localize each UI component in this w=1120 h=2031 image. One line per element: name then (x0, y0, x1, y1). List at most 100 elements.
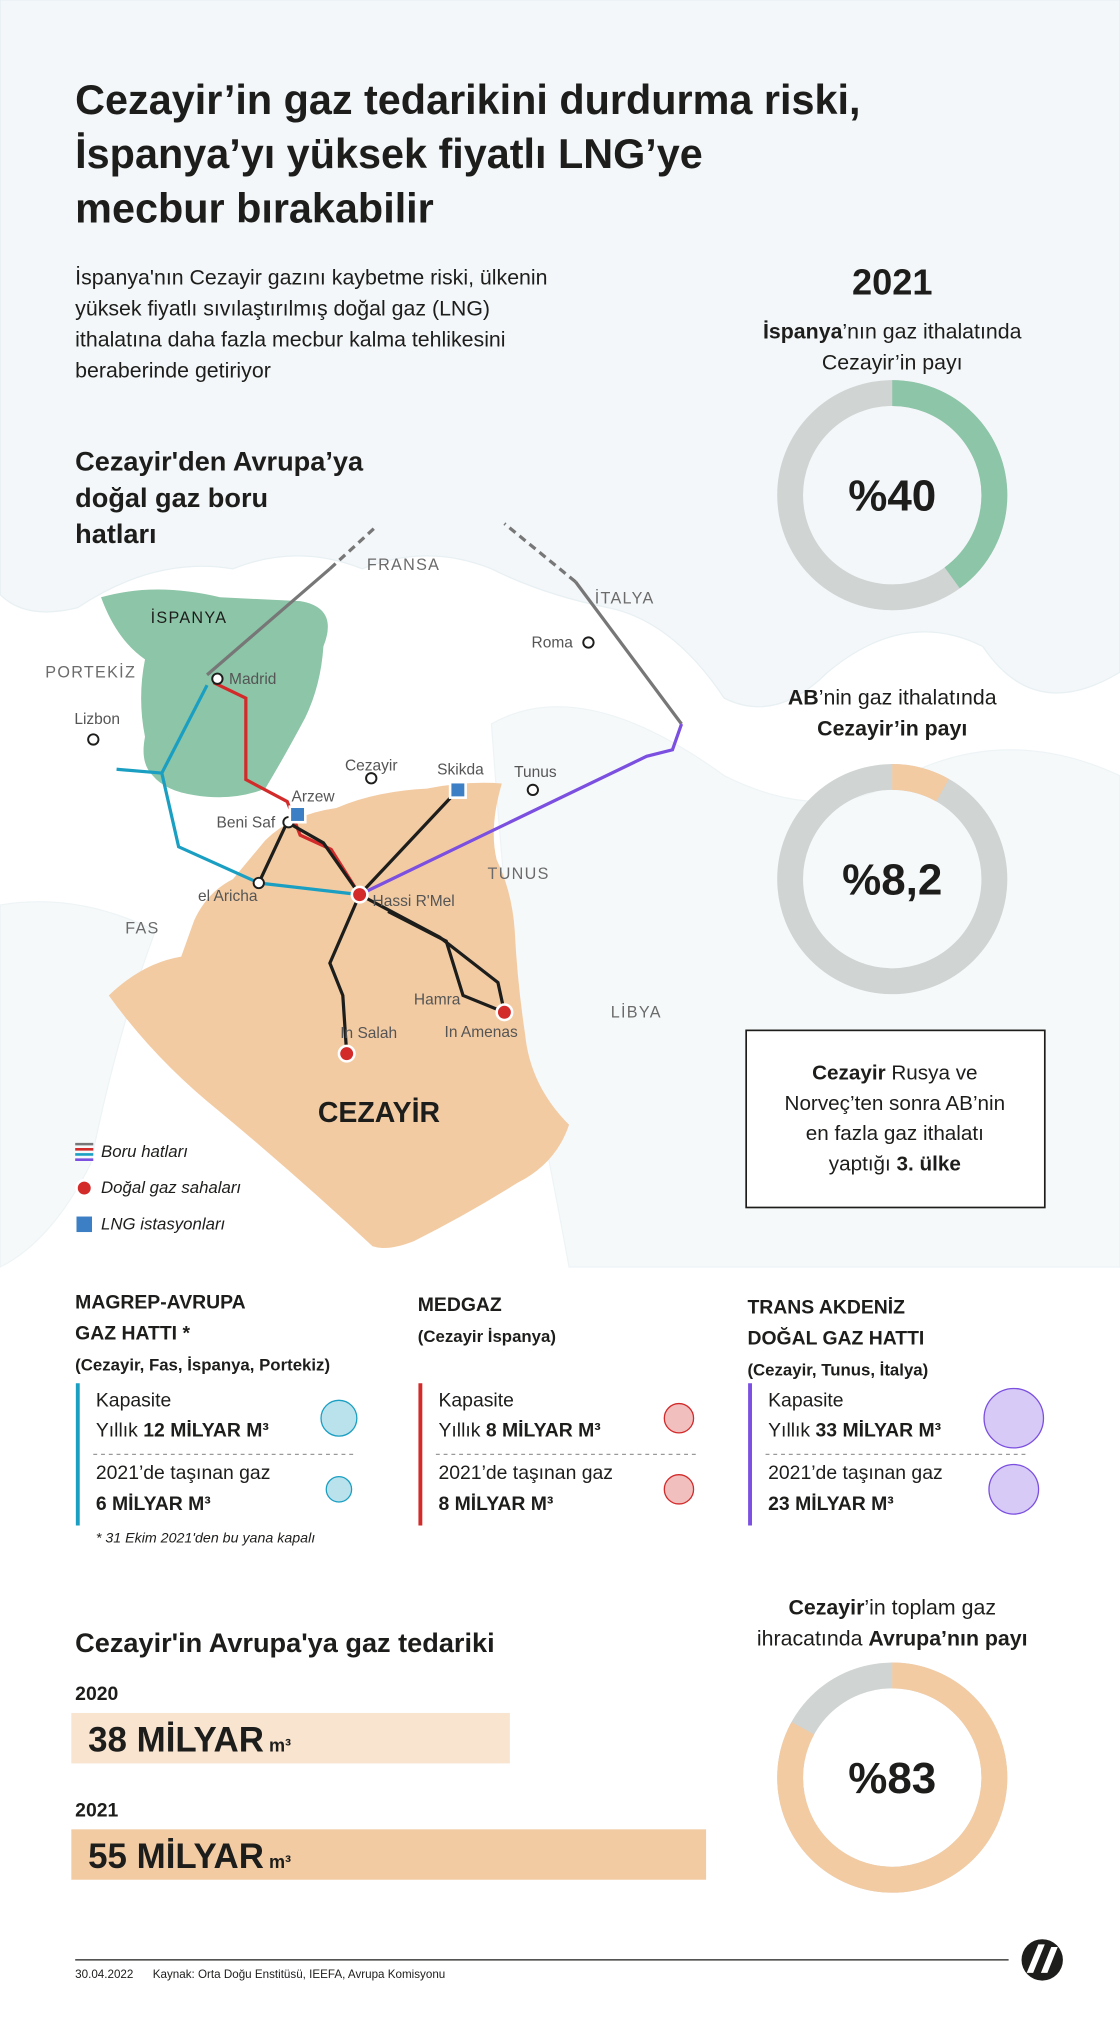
row-label: 2021’de taşınan gaz (438, 1462, 613, 1484)
text-part: İspanya (763, 320, 843, 344)
text-line: ihracatında Avrupa’nın payı (757, 1627, 1028, 1651)
map-label: In Amenas (445, 1024, 518, 1041)
pipeline-name: DOĞAL GAZ HATTI (747, 1326, 924, 1350)
value-unit: MİLYAR M³ (497, 1418, 602, 1441)
pipeline-name: MAGREP-AVRUPA (75, 1291, 245, 1313)
text-line: en fazla gaz ithalatı (806, 1122, 984, 1145)
pipeline-grey-dashed (328, 526, 377, 571)
bar-label: 55 MİLYAR m³ (88, 1837, 291, 1876)
text-line: yaptığı 3. ülke (829, 1153, 961, 1176)
map-label: Hassi R'Mel (373, 893, 455, 910)
legend: Boru hatları Doğal gaz sahaları LNG ista… (75, 1142, 241, 1233)
legend-label: Doğal gaz sahaları (101, 1178, 241, 1197)
map-label: Hamra (414, 992, 461, 1009)
text-part: ’nın gaz ithalatında (842, 320, 1021, 344)
map (87, 522, 684, 1248)
pipeline-blue (116, 684, 209, 775)
pipeline-grey (574, 580, 683, 725)
capacity-bubble (663, 1402, 695, 1434)
text-part: 3. ülke (897, 1153, 961, 1176)
donut-arc (777, 1662, 1008, 1893)
map-heading: doğal gaz boru (75, 482, 268, 513)
value-number: 33 (816, 1419, 838, 1441)
pipeline-grey-dashed (503, 522, 577, 584)
map-label: Beni Saf (217, 814, 276, 831)
subtitle-line: yüksek fiyatlı sıvılaştırılmış doğal gaz… (75, 296, 490, 320)
map-label: el Aricha (198, 888, 258, 905)
text-part: Avrupa’nın payı (868, 1627, 1027, 1651)
value-unit: MİLYAR M³ (790, 1492, 895, 1515)
text-line: İspanya’nın gaz ithalatında (763, 320, 1022, 344)
lng-stations (288, 780, 467, 824)
map-label: Cezayir (345, 758, 398, 775)
pipeline-black (257, 788, 506, 1054)
map-heading: hatları (75, 518, 156, 549)
pipeline-red (212, 681, 361, 896)
row-value: 6 MİLYAR M³ (96, 1492, 211, 1515)
info-box (745, 1029, 1046, 1209)
row-label: 2021’de taşınan gaz (96, 1462, 271, 1484)
row-label: 2021’de taşınan gaz (768, 1462, 943, 1484)
subtitle-line: ithalatına daha fazla mecbur kalma tehli… (75, 327, 505, 351)
bar (71, 1829, 707, 1880)
bar-number: 38 (88, 1721, 127, 1760)
bar-unit-small: m³ (264, 1852, 291, 1872)
value-prefix: Yıllık (96, 1419, 143, 1441)
donut-arc (777, 380, 1008, 611)
donut-label: %8,2 (842, 856, 942, 905)
pipeline-name: GAZ HATTI * (75, 1322, 190, 1344)
text-part: Rusya ve (886, 1061, 978, 1084)
pipelines: MAGREP-AVRUPA GAZ HATTI * (Cezayir, Fas, İ… (75, 1291, 1045, 1546)
legend-label: LNG istasyonları (101, 1214, 225, 1233)
map-label: In Salah (340, 1025, 397, 1042)
title-line: Cezayir’in gaz tedarikini durdurma riski… (75, 77, 860, 123)
text-line: Cezayir’in toplam gaz (789, 1596, 996, 1620)
donut-arc (777, 764, 1008, 995)
row-label: Kapasite (96, 1390, 171, 1412)
text-part: Cezayir’in payı (822, 351, 963, 375)
subtitle-line: beraberinde getiriyor (75, 358, 271, 382)
map-labels: FRANSA İSPANYA PORTEKİZ Lizbon Madrid İT… (45, 556, 662, 1129)
pipeline-grey (206, 567, 331, 677)
bar-unit: MİLYAR (127, 1837, 264, 1876)
aa-logo (1021, 1939, 1063, 1981)
bar-year: 2021 (75, 1799, 118, 1821)
map-label: Madrid (229, 671, 276, 688)
row-value: 8 MİLYAR M³ (438, 1492, 553, 1515)
donut-label: %40 (848, 472, 936, 521)
text-part: ihracatında (757, 1627, 868, 1651)
map-label: Lizbon (74, 711, 120, 728)
value-prefix: Yıllık (438, 1419, 485, 1441)
text-line: Cezayir’in payı (822, 351, 963, 375)
supply: Cezayir'in Avrupa'ya gaz tedariki 2020 38 … (71, 1627, 707, 1880)
text-line: Cezayir’in payı (817, 717, 967, 741)
pipeline-purple (358, 723, 684, 897)
pipeline-note: * 31 Ekim 2021'den bu yana kapalı (96, 1530, 315, 1546)
value-unit: MİLYAR M³ (107, 1492, 212, 1515)
bar-label: 38 MİLYAR m³ (88, 1721, 291, 1760)
supply-title: Cezayir'in Avrupa'ya gaz tedariki (75, 1627, 494, 1658)
text-part: ’nin gaz ithalatında (819, 686, 997, 710)
text-part: Cezayir’in payı (817, 717, 967, 741)
value-number: 6 (96, 1493, 107, 1515)
map-label: TUNUS (488, 865, 550, 883)
pipeline-blue (160, 772, 360, 897)
map-label: LİBYA (611, 1002, 662, 1021)
info-box-text: Cezayir Rusya ve Norveç’ten sonra AB’nin e… (785, 1061, 1006, 1175)
footer-source: Kaynak: Orta Doğu Enstitüsü, IEEFA, Avru… (153, 1968, 446, 1981)
map-label: Roma (532, 635, 574, 652)
map-label: FAS (125, 919, 159, 937)
text-part: ’in toplam gaz (864, 1596, 996, 1620)
title-line: mecbur bırakabilir (75, 185, 434, 231)
map-label: CEZAYİR (318, 1097, 440, 1129)
text-part: AB (788, 686, 819, 710)
pipeline-sub: (Cezayir, Fas, İspanya, Portekiz) (75, 1355, 330, 1374)
bar-number: 55 (88, 1837, 127, 1876)
capacity-bubble (988, 1463, 1040, 1515)
text-part: Cezayir (812, 1061, 886, 1084)
text-line: Norveç’ten sonra AB’nin (785, 1092, 1006, 1115)
bar-year: 2020 (75, 1683, 118, 1705)
pipeline-name: TRANS AKDENİZ (747, 1295, 905, 1318)
